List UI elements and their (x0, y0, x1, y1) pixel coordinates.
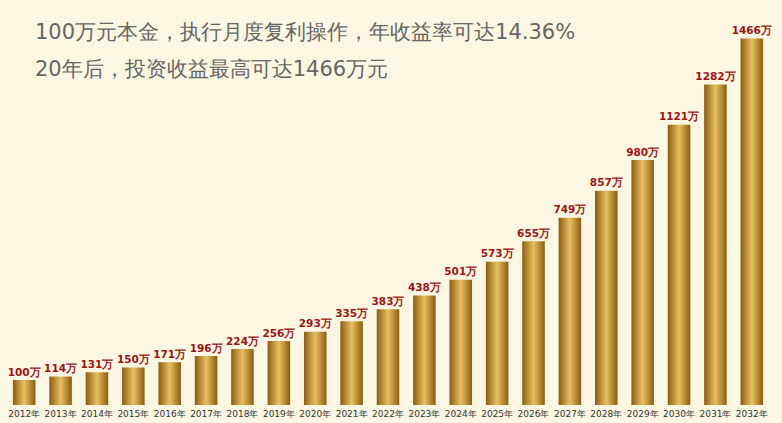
svg-text:100万: 100万 (8, 366, 41, 378)
svg-text:2023年: 2023年 (408, 409, 440, 419)
svg-text:2028年: 2028年 (590, 409, 622, 419)
svg-text:2019年: 2019年 (263, 409, 295, 419)
svg-text:196万: 196万 (190, 342, 223, 354)
svg-text:2025年: 2025年 (481, 409, 513, 419)
svg-text:335万: 335万 (335, 307, 368, 319)
svg-text:857万: 857万 (590, 176, 623, 188)
svg-text:573万: 573万 (481, 247, 514, 259)
svg-text:2013年: 2013年 (45, 409, 77, 419)
svg-text:2016年: 2016年 (154, 409, 186, 419)
svg-text:2015年: 2015年 (117, 409, 149, 419)
svg-text:293万: 293万 (299, 317, 332, 329)
svg-text:2029年: 2029年 (627, 409, 659, 419)
svg-text:655万: 655万 (517, 227, 550, 239)
svg-text:2032年: 2032年 (736, 409, 768, 419)
svg-text:2012年: 2012年 (8, 409, 40, 419)
svg-text:131万: 131万 (80, 358, 113, 370)
svg-text:438万: 438万 (408, 281, 441, 293)
svg-text:2031年: 2031年 (699, 409, 731, 419)
svg-text:1282万: 1282万 (695, 70, 735, 82)
svg-text:256万: 256万 (262, 327, 295, 339)
svg-text:100万元本金，执行月度复利操作，年收益率可达14.36%: 100万元本金，执行月度复利操作，年收益率可达14.36% (35, 20, 575, 44)
svg-text:2021年: 2021年 (336, 409, 368, 419)
svg-text:150万: 150万 (117, 353, 150, 365)
svg-text:1121万: 1121万 (659, 110, 699, 122)
svg-text:2014年: 2014年 (81, 409, 113, 419)
svg-text:2017年: 2017年 (190, 409, 222, 419)
svg-text:2030年: 2030年 (663, 409, 695, 419)
svg-text:2026年: 2026年 (518, 409, 550, 419)
svg-text:2022年: 2022年 (372, 409, 404, 419)
svg-text:224万: 224万 (226, 335, 259, 347)
svg-text:383万: 383万 (372, 295, 405, 307)
svg-text:171万: 171万 (153, 348, 186, 360)
svg-text:501万: 501万 (444, 265, 477, 277)
svg-text:2020年: 2020年 (299, 409, 331, 419)
svg-text:1466万: 1466万 (732, 24, 772, 36)
svg-text:2027年: 2027年 (554, 409, 586, 419)
svg-text:114万: 114万 (44, 362, 77, 374)
svg-text:2024年: 2024年 (445, 409, 477, 419)
svg-text:980万: 980万 (626, 146, 659, 158)
svg-text:20年后，投资收益最高可达1466万元: 20年后，投资收益最高可达1466万元 (35, 57, 388, 81)
svg-text:749万: 749万 (553, 203, 586, 215)
svg-text:2018年: 2018年 (227, 409, 259, 419)
